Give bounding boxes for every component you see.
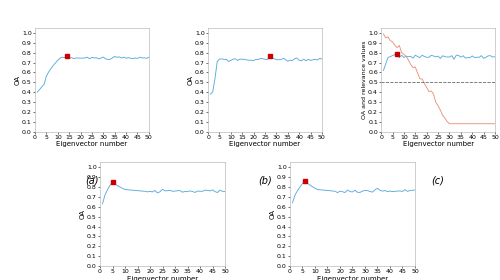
Y-axis label: OA: OA xyxy=(80,209,86,219)
Y-axis label: OA: OA xyxy=(188,75,194,85)
Text: (a): (a) xyxy=(85,175,98,185)
X-axis label: Eigenvector number: Eigenvector number xyxy=(317,276,388,280)
Y-axis label: OA and relevance values: OA and relevance values xyxy=(362,41,366,119)
Text: (c): (c) xyxy=(432,175,444,185)
Y-axis label: OA: OA xyxy=(14,75,20,85)
Y-axis label: OA: OA xyxy=(270,209,276,219)
X-axis label: Eigenvector number: Eigenvector number xyxy=(56,141,128,147)
X-axis label: Eigenvector number: Eigenvector number xyxy=(402,141,473,147)
X-axis label: Eigenvector number: Eigenvector number xyxy=(127,276,198,280)
X-axis label: Eigenvector number: Eigenvector number xyxy=(230,141,300,147)
Text: (b): (b) xyxy=(258,175,272,185)
